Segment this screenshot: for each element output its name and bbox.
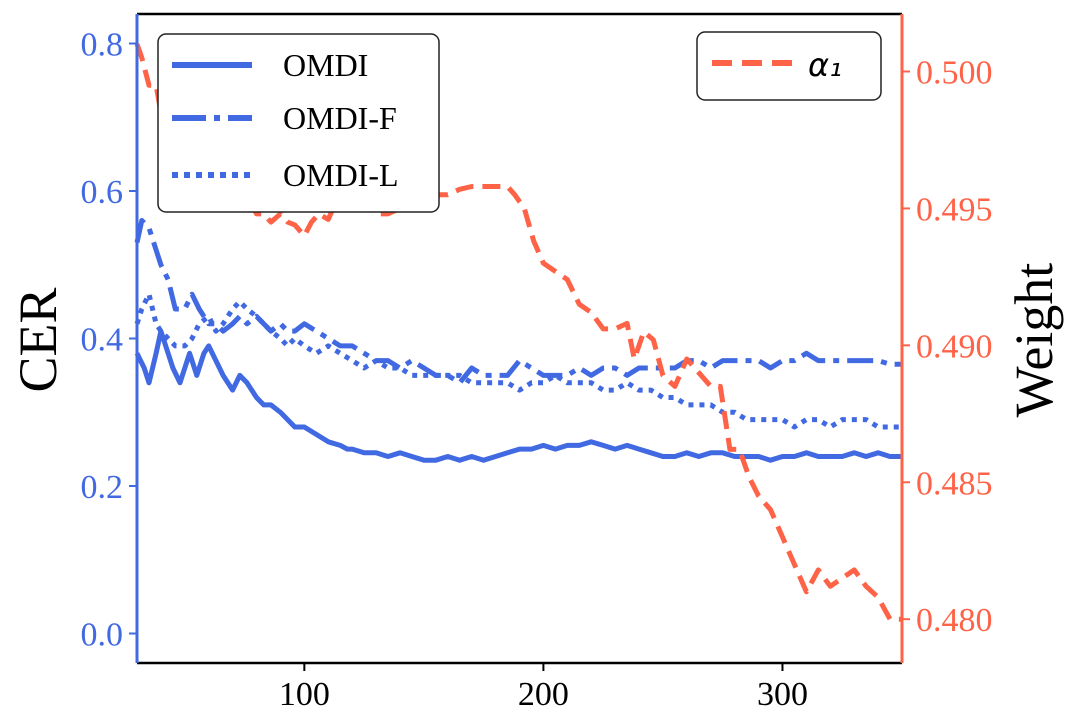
axis-ticks: 100 200 300 0.0 0.2 0.4 0.6 0.8 0.480 0.485 0.490 0… <box>81 27 993 714</box>
y-tick-label-left: 0.4 <box>81 322 124 359</box>
legend-label-omdi: OMDI <box>283 47 368 83</box>
series-line-omdi-l <box>134 291 902 430</box>
legend-right: α₁ <box>696 31 882 101</box>
x-tick-label: 200 <box>518 676 569 713</box>
x-tick-label: 100 <box>279 676 330 713</box>
legend-left-box <box>157 33 440 213</box>
legend-label-omdi-l: OMDI-L <box>283 157 399 193</box>
y-axis-label-right: Weight <box>1004 263 1064 418</box>
y-tick-label-right: 0.495 <box>916 191 993 228</box>
y-tick-label-left: 0.0 <box>81 617 124 654</box>
plot-lines <box>134 43 902 622</box>
legend-left: OMDI OMDI-F OMDI-L <box>157 33 440 213</box>
legend-label-omdi-f: OMDI-F <box>283 100 397 136</box>
series-line-omdi <box>134 328 902 463</box>
y-tick-label-left: 0.8 <box>81 27 124 64</box>
y-tick-label-right: 0.490 <box>916 328 993 365</box>
y-tick-label-left: 0.6 <box>81 174 124 211</box>
y-axis-label-left: CER <box>8 287 68 392</box>
series-line-omdi-f <box>134 218 902 386</box>
y-tick-label-right: 0.485 <box>916 465 993 502</box>
y-tick-label-left: 0.2 <box>81 469 124 506</box>
y-tick-label-right: 0.480 <box>916 602 993 639</box>
legend-label-alpha: α₁ <box>808 46 842 84</box>
y-tick-label-right: 0.500 <box>916 55 993 92</box>
x-tick-label: 300 <box>757 676 808 713</box>
